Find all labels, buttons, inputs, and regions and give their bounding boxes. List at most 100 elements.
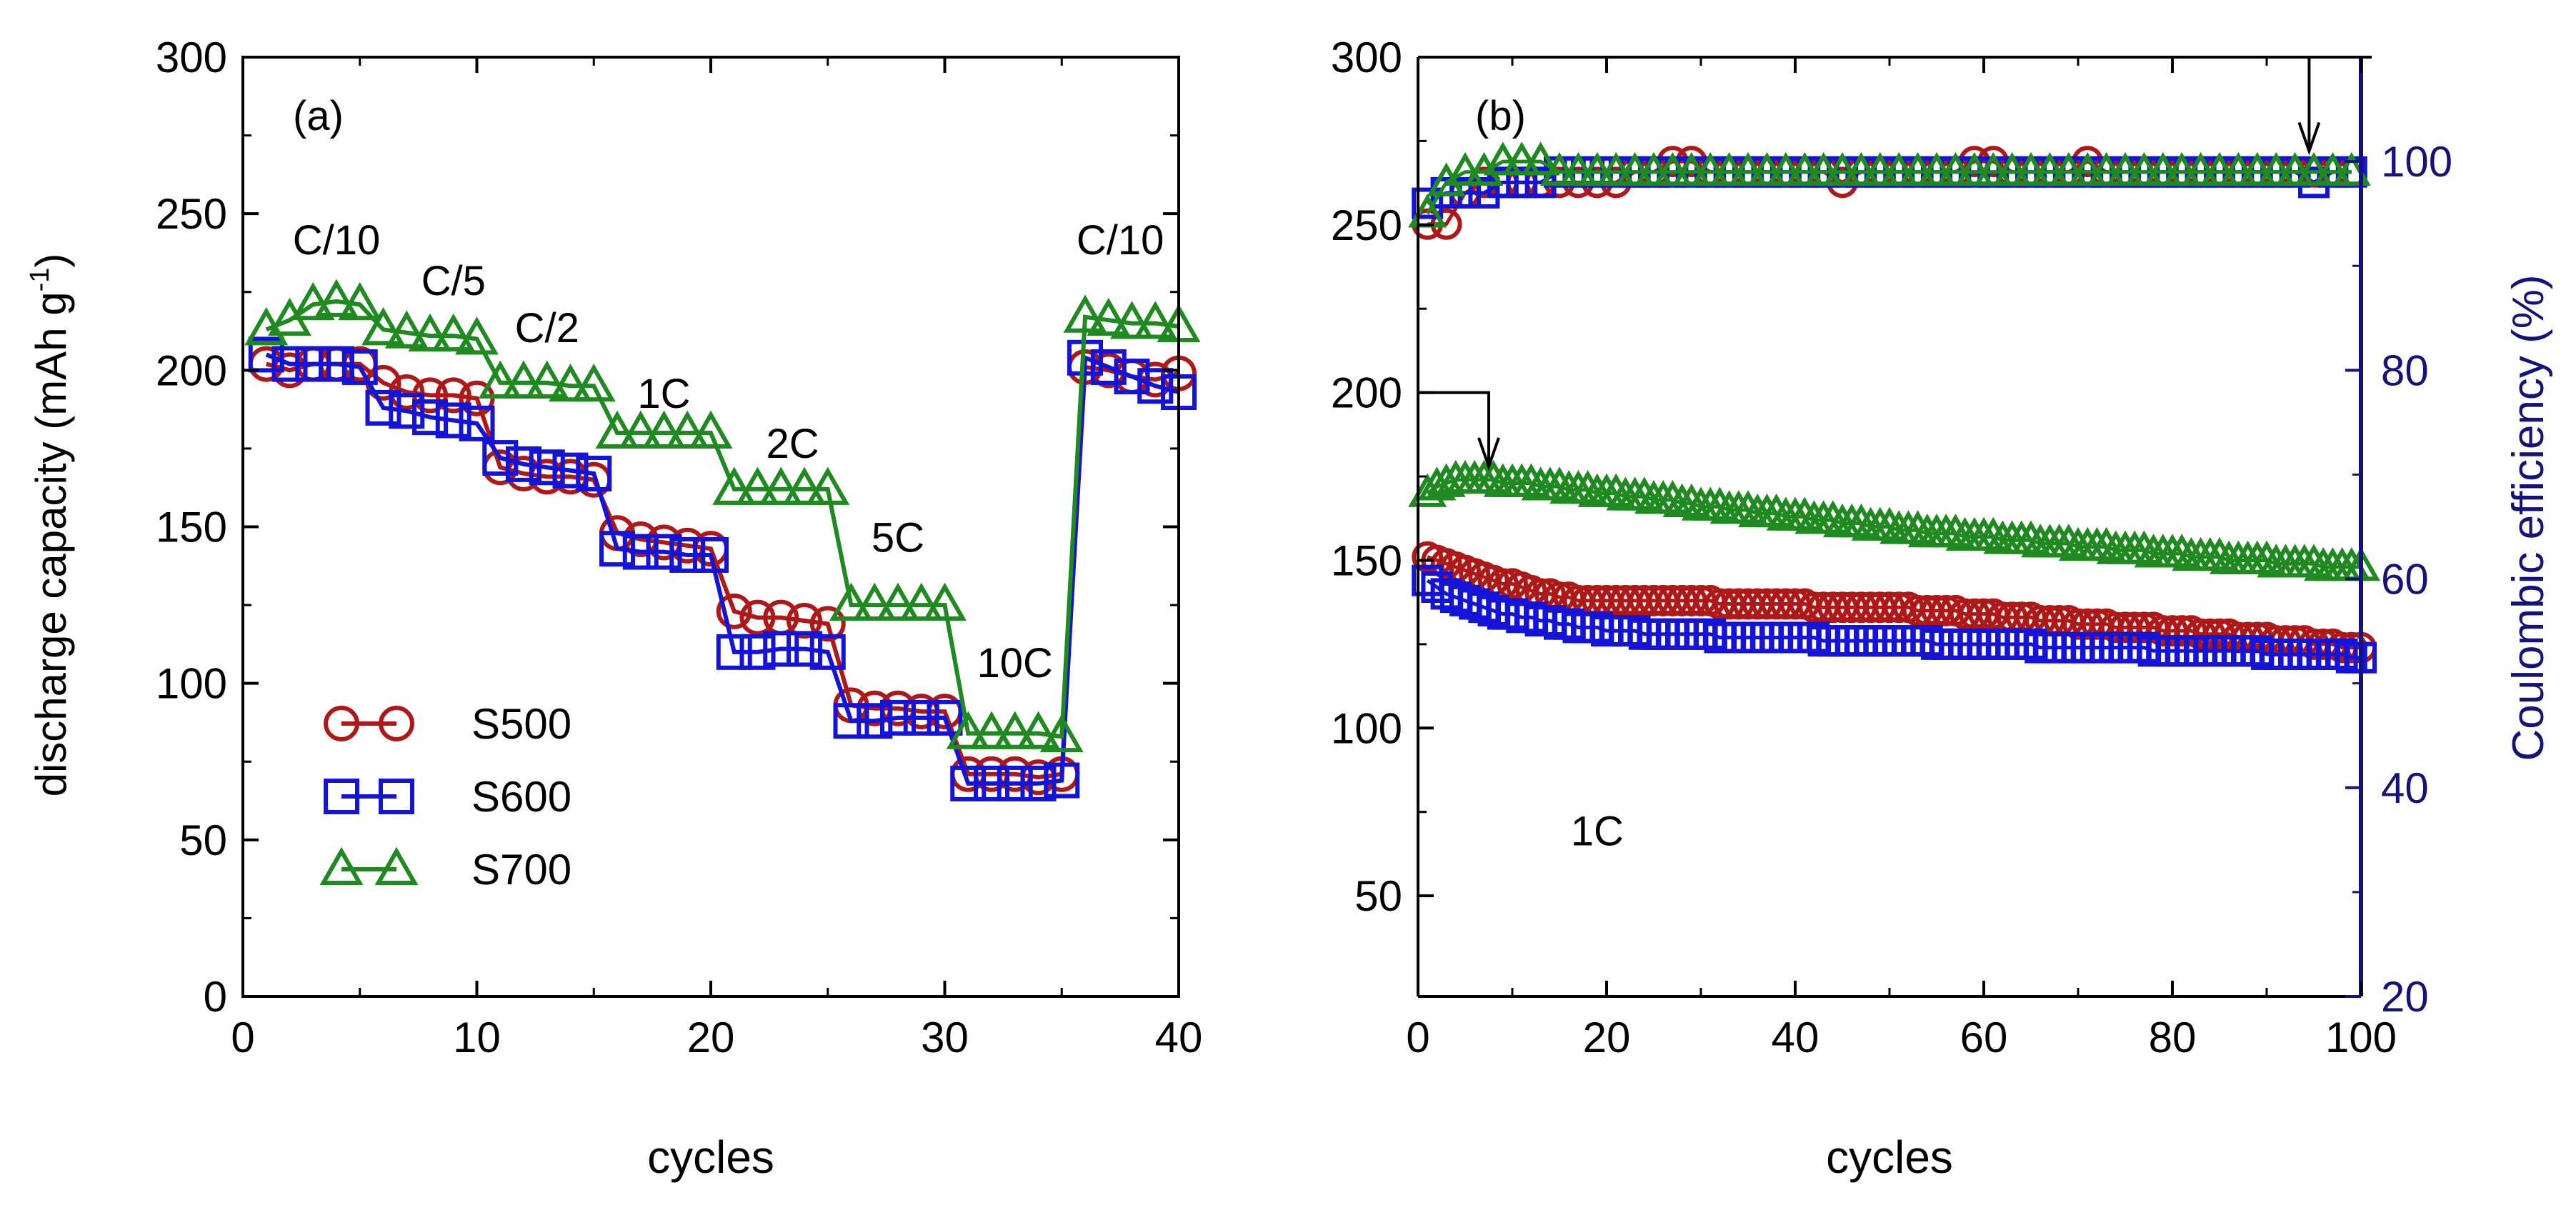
data-point [1785, 496, 1824, 531]
series-S500-capacity [1412, 541, 2377, 664]
data-point-S700 [291, 281, 335, 321]
data-point [1468, 176, 1500, 209]
data-point [2181, 151, 2220, 186]
data-point-S700 [712, 466, 757, 505]
data-point-S600 [482, 440, 519, 476]
data-point [1700, 486, 1739, 521]
data-point [2143, 151, 2182, 186]
data-point-S700 [525, 360, 569, 399]
data-point [1427, 162, 1466, 196]
data-point [1464, 151, 1504, 186]
y-axis-title-superscript: -1 [25, 268, 55, 292]
data-point-S700 [759, 466, 803, 505]
data-point [2326, 638, 2358, 670]
data-point [1474, 459, 1513, 494]
x-tick-label: 0 [231, 1014, 254, 1061]
data-point [1624, 476, 1664, 511]
data-point-S700 [1087, 297, 1131, 336]
y-tick-label: 100 [156, 660, 227, 708]
data-point [1842, 151, 1881, 186]
panel-a-axes: 0 10 20 30 40 0 50 100 150 200 250 300 [156, 34, 1202, 1061]
data-point [1506, 166, 1538, 199]
data-point-S600 [529, 449, 565, 486]
right-y-tick-label: 20 [2381, 973, 2429, 1021]
data-point [2257, 151, 2296, 186]
axis-indicator-arrows [1418, 56, 2372, 471]
left-y-tick-label: 100 [1331, 704, 1402, 752]
data-point [1412, 187, 1444, 219]
right-axis-arrow [2297, 56, 2372, 156]
x-tick-label: 30 [921, 1014, 969, 1061]
data-point-S600 [248, 336, 284, 373]
data-point-S600 [927, 699, 963, 736]
data-point [2313, 151, 2352, 186]
data-point [1936, 151, 1975, 186]
data-point [1869, 506, 1909, 541]
data-point-S600 [576, 455, 612, 491]
rate-label: 1C [637, 371, 690, 417]
rate-label: 5C [872, 515, 924, 561]
panel-a-x-axis-title: cycles [647, 1131, 774, 1183]
y-tick-label: 200 [156, 346, 227, 394]
data-point-S600 [341, 349, 378, 385]
data-point-S600 [880, 699, 916, 736]
data-point-S600 [997, 765, 1033, 801]
data-point-S700 [595, 410, 639, 449]
data-point [1559, 151, 1598, 186]
data-point-S600 [763, 631, 799, 667]
right-y-tick-label: 80 [2381, 346, 2429, 394]
data-point [1597, 473, 1636, 507]
data-point [2162, 534, 2202, 568]
data-point-S500 [435, 377, 471, 414]
data-point-S600 [1137, 368, 1174, 404]
data-point [1502, 141, 1542, 176]
data-point [1568, 469, 1607, 504]
series-S700-capacity [1408, 459, 2381, 581]
data-point-S600 [506, 446, 541, 482]
panel-a-label: (a) [293, 93, 344, 139]
data-point [1728, 490, 1768, 524]
data-point-S700 [1063, 294, 1107, 333]
data-point [1974, 516, 2013, 551]
data-point-S700 [829, 582, 873, 621]
x-tick-label: 0 [1406, 1014, 1429, 1061]
panel-b-axes: 0 20 40 60 80 100 50 100 150 200 250 300 20 40 60 80 100 [1331, 34, 2452, 1061]
data-point-S600 [389, 393, 425, 429]
right-arrowhead [2297, 121, 2321, 156]
data-point-S700 [478, 360, 522, 399]
legend: S500 S600 S700 [319, 700, 571, 894]
data-point [1521, 141, 1560, 176]
data-point-S700 [969, 711, 1014, 749]
data-point-S500 [716, 593, 752, 629]
data-point [1747, 151, 1787, 186]
data-point-S700 [736, 466, 779, 505]
data-point [2275, 151, 2315, 186]
legend-label: S500 [471, 700, 571, 748]
panel-b-label: (b) [1475, 93, 1526, 139]
left-y-tick-label: 200 [1331, 369, 1402, 417]
data-point-S600 [693, 536, 729, 573]
data-point [1955, 151, 1994, 186]
data-point [1653, 151, 1692, 186]
data-point-S600 [459, 405, 495, 441]
data-point [1539, 466, 1579, 501]
data-point [2125, 151, 2164, 186]
data-point [2068, 151, 2107, 186]
left-arrow-shaft [1418, 391, 1490, 466]
data-point-S600 [669, 536, 706, 573]
data-point-S700 [571, 363, 616, 402]
legend-label: S600 [471, 773, 571, 821]
data-point [1898, 151, 1937, 186]
legend-marker [379, 779, 414, 814]
data-point [2011, 151, 2051, 186]
data-point [1813, 500, 1852, 534]
data-point [1672, 483, 1711, 518]
x-tick-label: 40 [1155, 1014, 1203, 1061]
data-point-S700 [1133, 301, 1177, 339]
data-point-S700 [993, 711, 1037, 749]
data-point [1898, 510, 1937, 544]
data-point-S600 [435, 402, 471, 439]
data-point-S700 [852, 582, 897, 621]
data-point-S600 [1090, 349, 1127, 385]
data-point-S700 [361, 307, 405, 346]
